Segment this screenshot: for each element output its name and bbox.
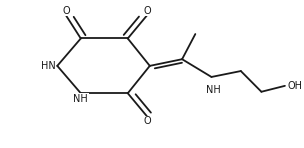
Text: O: O xyxy=(143,5,151,16)
Text: OH: OH xyxy=(288,81,303,91)
Text: O: O xyxy=(143,116,151,126)
Text: HN: HN xyxy=(41,61,56,71)
Text: O: O xyxy=(62,5,70,16)
Text: NH: NH xyxy=(73,94,88,104)
Text: NH: NH xyxy=(206,85,220,95)
